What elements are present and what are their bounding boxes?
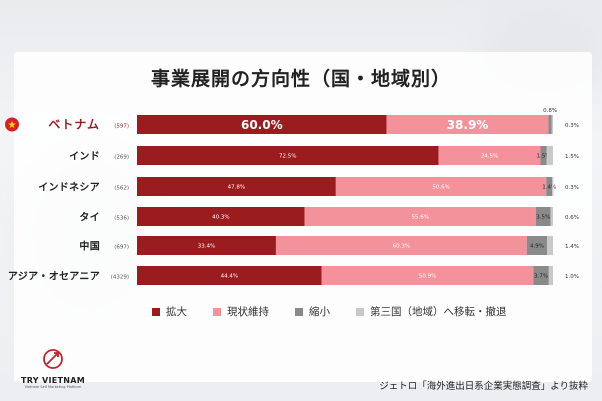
category-sample-size: (597) — [114, 124, 129, 130]
bar-segment — [137, 146, 439, 165]
data-label: 40.3% — [212, 215, 229, 221]
legend-swatch-expand — [152, 307, 160, 316]
bar-segment — [137, 266, 322, 285]
logo-name: TRY VIETNAM — [21, 376, 85, 385]
data-label: 47.8% — [228, 185, 245, 191]
data-label: 4.9% — [530, 244, 544, 250]
bar-segment — [547, 236, 553, 255]
data-label: 1.4% — [542, 185, 556, 191]
bar-segment — [275, 236, 527, 255]
legend-item-relocate: 第三国（地域）へ移転・撤退 — [356, 304, 507, 319]
bar-segment — [137, 177, 336, 196]
data-label: 3.7% — [534, 274, 548, 280]
legend-label-expand: 拡大 — [166, 306, 187, 318]
bar-segment — [548, 266, 553, 285]
legend-label-relocate: 第三国（地域）へ移転・撤退 — [370, 306, 507, 318]
bar-segment — [526, 236, 548, 255]
category-label: ベトナム — [48, 118, 100, 132]
legend-label-shrink: 縮小 — [309, 306, 330, 318]
legend-swatch-maintain — [213, 307, 221, 316]
bar-segment — [137, 236, 276, 255]
bar-segment — [535, 207, 551, 226]
data-label: 1.5% — [537, 154, 551, 160]
data-label: 0.3% — [565, 123, 579, 129]
data-label: 33.4% — [198, 244, 215, 250]
logo-tagline: Vietnam Self Marketing Platform — [24, 385, 82, 389]
data-label: 60.3% — [393, 244, 410, 250]
data-label: 60.0% — [241, 118, 283, 132]
data-label: 44.4% — [221, 274, 238, 280]
category-sample-size: (4329) — [111, 275, 129, 281]
bar-segment — [550, 207, 553, 226]
bar-segment — [304, 207, 536, 226]
bar-segment — [551, 115, 553, 134]
data-label: 0.6% — [565, 215, 579, 221]
legend: 拡大 現状維持 縮小 第三国（地域）へ移転・撤退 — [152, 304, 507, 319]
bar-segment — [438, 146, 541, 165]
data-label: 0.3% — [565, 185, 579, 191]
legend-swatch-shrink — [295, 307, 303, 316]
data-label: 38.9% — [447, 118, 489, 132]
logo: TRY VIETNAM Vietnam Self Marketing Platf… — [20, 348, 86, 396]
bar-segment — [335, 177, 547, 196]
data-label: 1.0% — [565, 274, 579, 280]
bar-segment — [533, 266, 549, 285]
legend-label-maintain: 現状維持 — [227, 306, 269, 318]
category-sample-size: (269) — [114, 155, 129, 161]
legend-item-expand: 拡大 — [152, 304, 187, 319]
logo-mark-icon — [43, 349, 63, 369]
data-label: 3.5% — [536, 215, 550, 221]
data-label: 1.4% — [565, 244, 579, 250]
category-label: タイ — [79, 212, 100, 224]
data-label: 50.6% — [432, 185, 449, 191]
category-label: アジア・オセアニア — [8, 271, 100, 283]
data-label: 55.6% — [412, 215, 429, 221]
source-note: ジェトロ「海外進出日系企業実態調査」より抜粋 — [379, 381, 588, 392]
vietnam-flag-icon — [5, 117, 19, 132]
legend-item-shrink: 縮小 — [295, 304, 330, 319]
category-label: 中国 — [79, 240, 100, 253]
bar-segment — [137, 115, 387, 134]
page-title: 事業展開の方向性（国・地域別） — [150, 68, 451, 90]
data-label: 0.8% — [543, 108, 557, 114]
data-label: 24.5% — [481, 154, 498, 160]
category-label: インドネシア — [38, 182, 100, 194]
flag-star-icon: ★ — [8, 120, 17, 131]
bar-segment — [552, 177, 554, 196]
legend-swatch-relocate — [356, 307, 364, 316]
bar-segment — [546, 177, 553, 196]
bar-segment — [546, 146, 553, 165]
legend-item-maintain: 現状維持 — [213, 304, 269, 319]
bar-segment — [540, 146, 547, 165]
data-label: 50.9% — [419, 274, 436, 280]
bar-segment — [548, 115, 552, 134]
data-label: 1.5% — [565, 154, 579, 160]
category-sample-size: (697) — [114, 245, 129, 251]
category-label: インド — [69, 151, 100, 163]
category-sample-size: (536) — [114, 216, 129, 222]
data-label: 72.5% — [279, 154, 296, 160]
category-sample-size: (562) — [114, 186, 129, 192]
bar-segment — [386, 115, 549, 134]
bar-segment — [137, 207, 305, 226]
bar-segment — [321, 266, 534, 285]
